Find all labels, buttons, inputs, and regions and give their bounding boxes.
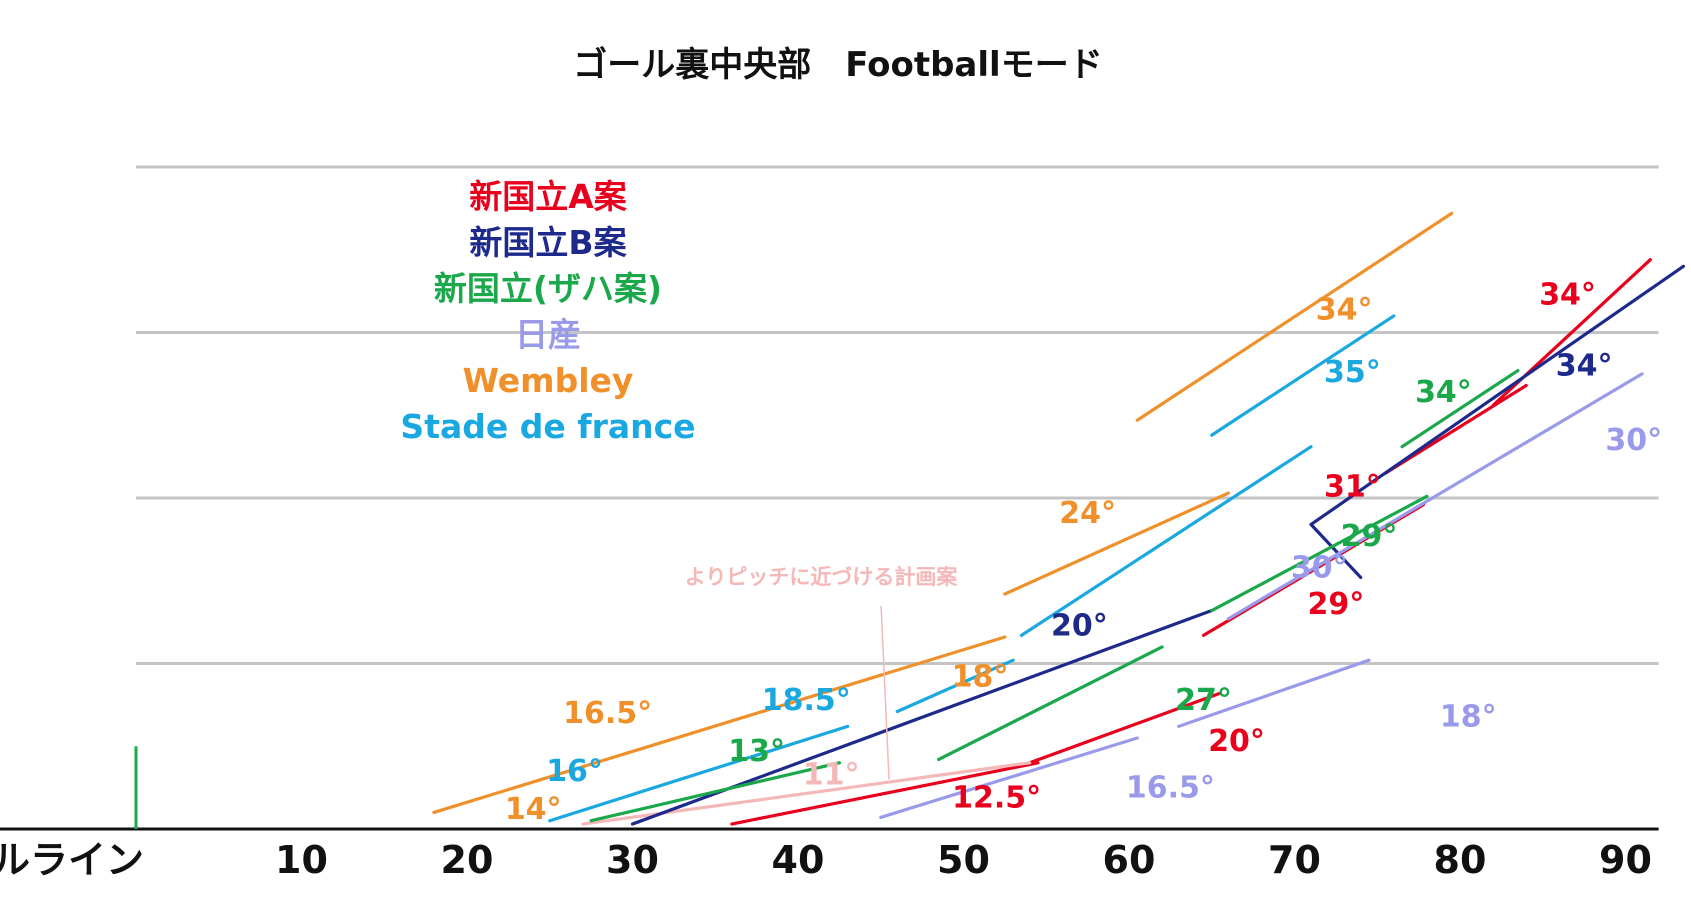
angle-label: 34° <box>1556 349 1613 384</box>
angle-label: 27° <box>1175 683 1232 718</box>
angle-label: 35° <box>1324 355 1381 390</box>
angle-label: 20° <box>1208 724 1265 759</box>
angle-label: 34° <box>1316 292 1373 327</box>
series-segment <box>1210 314 1396 437</box>
series-segment <box>1309 522 1363 580</box>
legend-entry: 新国立(ザハ案) <box>434 269 662 308</box>
legend-entry: 新国立A案 <box>469 177 628 216</box>
x-tick-label: ゴールライン <box>0 838 144 882</box>
angle-label: 30° <box>1291 550 1348 585</box>
angle-label: 20° <box>1051 608 1108 643</box>
legend-entry: Stade de france <box>400 407 695 446</box>
angle-label: 24° <box>1059 496 1116 531</box>
angle-label: 14° <box>505 792 562 827</box>
annotation-pointer <box>880 605 890 780</box>
series-segment <box>1019 445 1313 637</box>
angle-label: 16.5° <box>1126 771 1215 806</box>
series-segment <box>1135 211 1454 422</box>
annotation: よりピッチに近づける計画案 <box>685 565 959 780</box>
series-segment <box>1028 691 1222 765</box>
x-axis: ゴールライン 10 20 30 40 50 60 70 80 90 <box>0 746 1659 882</box>
series-lines <box>432 211 1686 826</box>
x-tick-label: 50 <box>937 838 990 882</box>
x-tick-label: 60 <box>1103 838 1156 882</box>
x-tick-label: 70 <box>1268 838 1321 882</box>
angle-label: 16.5° <box>563 696 652 731</box>
legend-entry: Wembley <box>463 361 634 400</box>
angle-label: 29° <box>1341 519 1398 554</box>
x-tick-label: 10 <box>275 838 328 882</box>
series-segment <box>937 645 1164 762</box>
angle-label: 11° <box>803 757 860 792</box>
series-segment <box>589 761 841 823</box>
series-segment <box>1177 658 1371 728</box>
series-segment <box>1226 372 1644 621</box>
series-segment <box>895 658 1015 714</box>
series-segment <box>432 635 1007 815</box>
series-segment <box>879 736 1139 820</box>
chart-title: ゴール裏中央部 Footballモード <box>573 45 1102 85</box>
angle-label: 18° <box>1440 699 1497 734</box>
angle-label: 34° <box>1539 277 1596 312</box>
angle-label: 18° <box>952 660 1009 695</box>
x-tick-label: 80 <box>1434 838 1487 882</box>
angle-label: 12.5° <box>952 780 1041 815</box>
angle-label: 13° <box>728 734 785 769</box>
annotation-text: よりピッチに近づける計画案 <box>685 565 959 589</box>
angle-labels: 12.5° 20° 29° 31° 34° 11° 20° 34° 13° 27° 29° 34° 16… <box>505 277 1662 827</box>
angle-label: 30° <box>1605 423 1662 458</box>
angle-label: 34° <box>1415 375 1472 410</box>
gridlines <box>136 165 1659 665</box>
angle-label: 18.5° <box>762 683 851 718</box>
angle-label: 16° <box>546 754 603 789</box>
legend-entry: 日産 <box>515 315 581 354</box>
series-segment <box>1309 264 1686 527</box>
x-tick-label: 20 <box>441 838 494 882</box>
legend-entry: 新国立B案 <box>469 223 627 262</box>
series-segment <box>1210 494 1429 613</box>
series-segment <box>1003 491 1230 596</box>
series-segment <box>1383 383 1528 475</box>
angle-label: 31° <box>1324 469 1381 504</box>
x-tick-label: 90 <box>1599 838 1652 882</box>
series-segment <box>548 724 850 823</box>
x-tick-label: 30 <box>606 838 659 882</box>
series-segment <box>1400 368 1520 449</box>
angle-label: 29° <box>1308 587 1365 622</box>
x-tick-label: 40 <box>772 838 825 882</box>
series-segment <box>730 761 1040 826</box>
